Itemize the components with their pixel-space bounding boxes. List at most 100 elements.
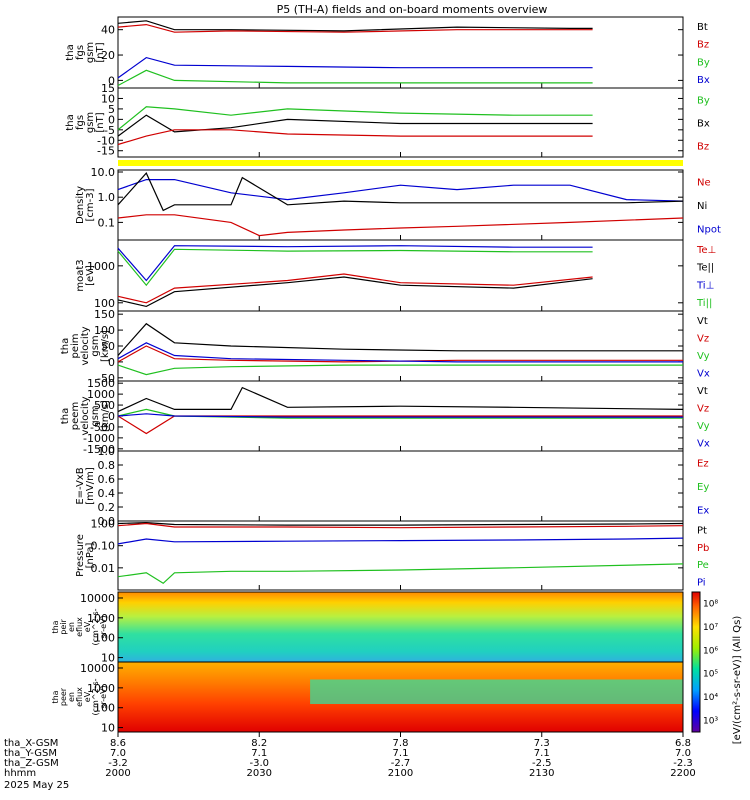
colorbar-tick-label: 10³ <box>703 716 718 726</box>
y-tick-label: 10 <box>101 652 115 665</box>
legend-entry: Ex <box>697 505 709 516</box>
legend-entry: Te|| <box>696 263 714 274</box>
spectrogram-peer-efflux: 10000 1000 100 10 tha peer en eflux eV (cm^2-s-sr… <box>51 661 684 735</box>
y-tick-label: 1000 <box>87 260 115 273</box>
legend-entry: Ez <box>697 459 709 470</box>
y-tick-label: -500 <box>90 421 115 434</box>
y-tick-label: -50 <box>97 372 115 385</box>
y-axis-label: Density <box>75 186 86 224</box>
y-axis-label: peir <box>59 619 68 635</box>
y-axis-label: fgs <box>75 115 86 130</box>
legend-entry: Vy <box>697 421 710 432</box>
y-tick-label: 5 <box>108 103 115 116</box>
date-label: 2025 May 25 <box>4 780 69 791</box>
panel-pressure: 1.00 0.10 0.01 Pressure [nPa] Pt Pb Pe Pi <box>75 518 709 591</box>
ephemeris-value: 2130 <box>529 768 554 779</box>
ephemeris-value: 2030 <box>247 768 272 779</box>
y-axis-label: fgs <box>75 45 86 60</box>
y-tick-label: 1500 <box>87 377 115 390</box>
legend-entry: Vz <box>697 403 709 414</box>
y-axis-label: sr-eV) <box>99 615 108 638</box>
y-axis-label: [km/s] <box>100 400 111 432</box>
y-tick-label: 1.0 <box>98 445 116 458</box>
colorbar-label: [eV/(cm²-s-sr-eV)] (All Qs) <box>732 616 743 745</box>
ephemeris-row-label: tha_Z-GSM <box>4 758 59 769</box>
y-axis-label: [eV] <box>85 265 96 286</box>
legend-entry: Bz <box>697 142 709 153</box>
ephemeris-value: 7.3 <box>534 738 550 749</box>
colorbar-tick-label: 10⁸ <box>703 600 718 610</box>
y-tick-label: 1000 <box>87 682 115 695</box>
y-tick-label: -1500 <box>83 443 115 456</box>
series-pi-line <box>117 537 684 545</box>
y-tick-label: 0 <box>108 356 115 369</box>
ephemeris-value: -2.3 <box>673 758 693 769</box>
figure-title: P5 (TH-A) fields and on-board moments ov… <box>277 3 548 16</box>
series-vz-line <box>117 415 683 435</box>
ephemeris-value: 8.2 <box>251 738 267 749</box>
y-tick-label: 100 <box>94 324 115 337</box>
legend-entry: Te⊥ <box>696 245 716 256</box>
ephemeris-value: -2.7 <box>391 758 411 769</box>
legend-entry: Ey <box>697 482 709 493</box>
y-axis-label: en <box>67 622 76 632</box>
ephemeris-value: 2100 <box>388 768 413 779</box>
y-axis-label: velocity <box>80 326 91 365</box>
series-ti-line <box>117 245 593 282</box>
y-axis-label: tha <box>65 44 76 60</box>
series-bx-line <box>117 56 593 79</box>
y-axis-label: peim <box>70 333 81 358</box>
colorbar-tick-label: 10⁶ <box>703 646 718 656</box>
legend-entry: Bz <box>697 40 709 51</box>
y-axis-label: [km/s] <box>100 330 111 362</box>
y-axis-label: sr-eV) <box>99 685 108 708</box>
series-ne-line <box>117 214 684 237</box>
series-pe-line <box>117 563 684 585</box>
y-tick-label: -10 <box>97 134 115 147</box>
y-axis-label: [cm-3] <box>85 188 96 221</box>
y-axis-label: velocity <box>80 396 91 435</box>
y-tick-label: 15 <box>101 82 115 95</box>
colorbar-ramp <box>691 591 701 733</box>
series-vt-line <box>117 322 683 356</box>
ephemeris-value: -2.5 <box>532 758 552 769</box>
ephemeris-value: 7.8 <box>393 738 409 749</box>
y-axis-label: (cm^2-s- <box>91 678 100 715</box>
panel-temperature: 1000 100 moat3 [eV] Te⊥ Te|| Ti⊥ Ti|| <box>75 239 716 312</box>
y-tick-label: 100 <box>94 702 115 715</box>
ephemeris-value: 7.1 <box>534 748 550 759</box>
y-tick-label: -1000 <box>83 432 115 445</box>
y-tick-label: 500 <box>94 399 115 412</box>
legend-entry: Vx <box>697 368 710 379</box>
y-axis-label: eV <box>83 621 92 632</box>
ephemeris-value: 6.8 <box>675 738 691 749</box>
series-bz-line <box>117 129 593 146</box>
legend-entry: By <box>697 96 710 107</box>
legend-entry: Pt <box>697 526 707 537</box>
y-tick-label: 0.01 <box>91 562 116 575</box>
y-axis-label: gsm <box>85 112 96 133</box>
mode-indicator-bar <box>118 160 683 166</box>
y-tick-label: 100 <box>94 632 115 645</box>
legend-entry: Vy <box>697 351 710 362</box>
y-tick-label: -5 <box>104 124 115 137</box>
y-tick-label: 0.4 <box>98 487 116 500</box>
time-axis: tha_X-GSM 8.6 8.2 7.8 7.3 6.8 tha_Y-GSM 7.0 7.1 7… <box>4 732 696 791</box>
y-tick-label: 40 <box>101 24 115 37</box>
y-axis-label: gsm <box>85 42 96 63</box>
ephemeris-row-label: hhmm <box>4 768 36 779</box>
series-te-line <box>117 273 593 304</box>
colorbar: 10⁸ 10⁷ 10⁶ 10⁵ 10⁴ 10³ [eV/(cm²-s-sr-eV)] (Al… <box>691 591 743 745</box>
legend-entry: Ti⊥ <box>696 280 714 291</box>
series-vz-line <box>117 345 683 363</box>
y-tick-label: -15 <box>97 145 115 158</box>
y-axis-label: en <box>67 692 76 702</box>
y-axis-label: [nPa] <box>85 542 96 568</box>
series-bx-line <box>117 114 593 137</box>
y-tick-label: 0.6 <box>98 473 116 486</box>
y-tick-label: 0 <box>108 410 115 423</box>
legend-entry: Npot <box>697 224 721 235</box>
panel-peim-velocity: 150 100 50 0 -50 tha peim velocity gsm [km/s] Vt Vz… <box>60 308 710 385</box>
